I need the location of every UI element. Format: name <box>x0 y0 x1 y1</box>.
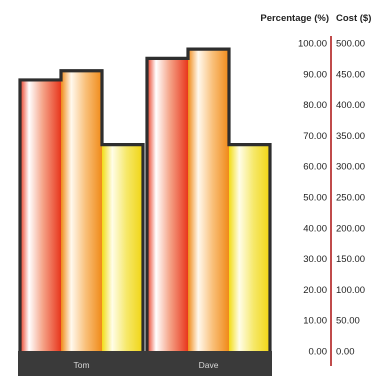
cost-tick-label: 400.00 <box>336 100 365 111</box>
bar-tom-series-3 <box>102 144 143 351</box>
bar-group-dave: Dave <box>145 47 272 376</box>
bar-dave-series-1 <box>147 58 188 352</box>
cost-tick-labels: 500.00 450.00 400.00 350.00 300.00 250.00 200.… <box>336 39 365 358</box>
percentage-tick-labels: 100.00 90.00 80.00 70.00 60.00 50.00 40.00 30.0… <box>298 39 327 358</box>
percentage-tick-label: 80.00 <box>303 100 327 111</box>
bar-tom-series-2 <box>61 70 102 351</box>
cost-tick-label: 350.00 <box>336 131 365 142</box>
percentage-tick-label: 90.00 <box>303 69 327 80</box>
category-label-strip <box>145 351 272 376</box>
bar-group-outline <box>145 47 272 351</box>
cost-tick-label: 250.00 <box>336 193 365 204</box>
percentage-tick-label: 20.00 <box>303 285 327 296</box>
percentage-tick-label: 50.00 <box>303 193 327 204</box>
percentage-tick-label: 60.00 <box>303 162 327 173</box>
percentage-tick-label: 0.00 <box>309 347 328 358</box>
bar-group-outline <box>18 69 145 351</box>
percentage-tick-label: 100.00 <box>298 39 327 50</box>
cost-tick-label: 200.00 <box>336 223 365 234</box>
cost-tick-label: 300.00 <box>336 162 365 173</box>
percentage-tick-label: 30.00 <box>303 254 327 265</box>
category-label: Dave <box>199 360 219 370</box>
bar-dave-series-3 <box>229 144 270 351</box>
cost-tick-label: 0.00 <box>336 347 355 358</box>
cost-tick-label: 100.00 <box>336 285 365 296</box>
cost-tick-label: 150.00 <box>336 254 365 265</box>
cost-tick-label: 500.00 <box>336 39 365 50</box>
bar-group-tom: Tom <box>18 69 145 376</box>
bar-dave-series-2 <box>188 49 229 351</box>
category-label: Tom <box>73 360 89 370</box>
cost-axis-title: Cost ($) <box>336 13 371 24</box>
percentage-tick-label: 40.00 <box>303 223 327 234</box>
cost-tick-label: 50.00 <box>336 316 360 327</box>
bar-tom-series-1 <box>20 79 61 352</box>
percentage-tick-label: 70.00 <box>303 131 327 142</box>
percentage-axis-title: Percentage (%) <box>260 13 329 24</box>
bar-groups: Tom Dave <box>18 47 272 376</box>
cost-tick-label: 450.00 <box>336 69 365 80</box>
category-label-strip <box>18 351 145 376</box>
percentage-tick-label: 10.00 <box>303 316 327 327</box>
